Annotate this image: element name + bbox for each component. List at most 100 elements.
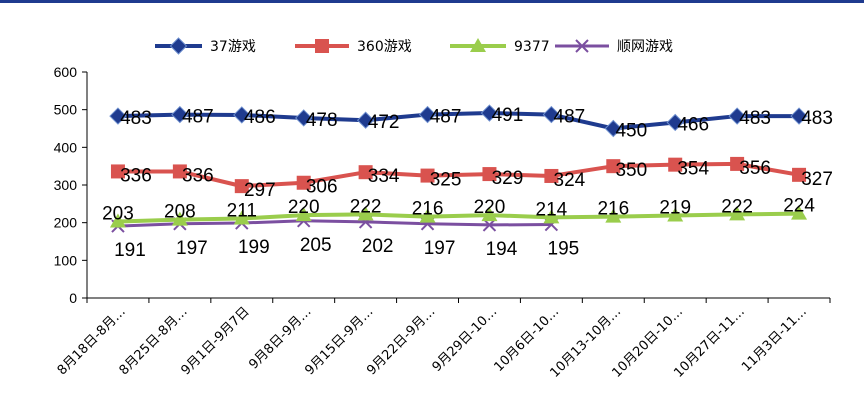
data-point-marker [542, 105, 561, 124]
data-label: 197 [176, 238, 208, 259]
data-point-marker [668, 157, 683, 172]
data-point-marker [575, 39, 589, 53]
data-point-marker [419, 208, 436, 223]
data-point-marker [543, 209, 560, 224]
series-line [117, 111, 800, 131]
legend-item: 37游戏 [155, 37, 256, 55]
data-point-marker [420, 168, 435, 183]
data-label: 195 [548, 239, 580, 260]
data-point-marker [729, 206, 746, 221]
data-point-marker [667, 207, 684, 222]
data-point-marker [728, 107, 746, 125]
data-label: 194 [486, 239, 518, 260]
data-label: 324 [554, 170, 586, 191]
y-tick-label: 500 [54, 102, 78, 118]
data-label: 222 [721, 196, 753, 217]
data-point-marker [730, 156, 745, 171]
series-layer [109, 104, 808, 233]
data-point-marker [171, 211, 188, 226]
data-point-marker [470, 38, 486, 52]
x-tick-label: 9月8日-9月… [246, 304, 314, 372]
y-tick-label: 200 [54, 215, 78, 231]
data-label: 216 [412, 199, 444, 220]
data-point-marker [606, 159, 621, 174]
data-point-marker [296, 175, 311, 190]
data-label: 327 [801, 169, 833, 190]
y-tick-label: 600 [54, 64, 78, 80]
y-tick-label: 400 [54, 139, 78, 155]
series-2 [109, 205, 808, 228]
legend: 37游戏 360游戏 9377 顺网游戏 [155, 37, 673, 55]
data-point-marker [482, 167, 497, 182]
data-point-marker [356, 111, 375, 129]
x-tick-label: 9月29日-10… [430, 304, 501, 375]
data-label: 214 [536, 199, 568, 220]
y-tick-label: 0 [69, 290, 77, 306]
data-label: 202 [362, 236, 394, 257]
data-point-marker [605, 208, 622, 223]
series-1 [110, 156, 807, 194]
data-label: 216 [597, 199, 629, 220]
y-tick-label: 100 [54, 252, 78, 268]
legend-label: 9377 [514, 39, 550, 55]
data-point-marker [234, 179, 249, 194]
data-point-marker [109, 107, 127, 125]
data-label: 211 [227, 201, 257, 222]
data-point-marker [604, 119, 622, 138]
data-point-marker [418, 105, 437, 124]
data-label: 208 [164, 202, 196, 223]
data-point-marker [171, 105, 189, 124]
data-point-marker [358, 165, 373, 180]
data-label: 487 [430, 107, 462, 128]
data-label: 483 [739, 108, 771, 129]
data-point-marker [357, 206, 374, 221]
data-point-marker [790, 107, 808, 125]
data-label: 336 [182, 165, 214, 186]
data-label: 483 [801, 108, 833, 129]
data-label: 466 [677, 114, 709, 135]
data-label: 224 [783, 196, 815, 217]
series-line [117, 211, 800, 224]
x-tick-label: 10月6日-10… [491, 304, 562, 375]
data-label: 199 [238, 237, 270, 258]
data-label: 205 [300, 235, 332, 256]
data-point-marker [172, 164, 187, 179]
data-label: 487 [182, 107, 214, 128]
data-label: 220 [474, 197, 506, 218]
top-rule [0, 0, 864, 3]
data-point-marker [315, 39, 329, 53]
legend-label: 顺网游戏 [617, 39, 673, 55]
legend-item: 顺网游戏 [555, 39, 673, 55]
data-label: 219 [659, 198, 691, 219]
data-label: 334 [368, 166, 400, 187]
y-tick-label: 300 [54, 177, 78, 193]
legend-label: 360游戏 [357, 39, 412, 55]
data-labels: 483 487 486 478 472 487 491 487 450 466 483 483 336 3… [102, 105, 833, 261]
data-point-marker [295, 207, 312, 222]
legend-item: 360游戏 [295, 39, 412, 55]
data-label: 297 [244, 180, 276, 201]
data-label: 486 [244, 107, 276, 128]
data-point-marker [544, 168, 559, 183]
data-label: 191 [114, 240, 146, 261]
data-point-marker [233, 210, 250, 225]
data-point-marker [110, 164, 125, 179]
data-label: 222 [350, 196, 382, 217]
data-label: 354 [677, 159, 709, 180]
series-line [117, 161, 800, 189]
data-label: 483 [120, 108, 152, 129]
data-label: 306 [306, 177, 338, 198]
data-label: 336 [120, 165, 152, 186]
data-label: 203 [102, 204, 134, 225]
legend-label: 37游戏 [210, 39, 256, 55]
x-tick-label: 11月3日-11… [739, 304, 810, 375]
data-label: 472 [368, 112, 400, 133]
data-point-marker [792, 167, 807, 182]
data-label: 325 [430, 170, 462, 191]
data-label: 478 [306, 110, 338, 131]
data-label: 329 [492, 168, 524, 189]
legend-item: 9377 [450, 38, 550, 55]
data-label: 350 [615, 160, 647, 181]
data-label: 356 [739, 158, 771, 179]
